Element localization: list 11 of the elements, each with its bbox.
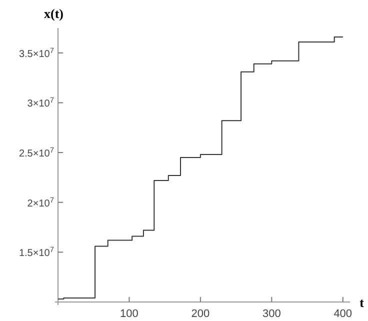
y-tick-label: 1.5×10$^{7}$ <box>18 244 54 260</box>
y-tick-label: 3×10$^{7}$ <box>27 95 54 110</box>
y-tick-label: 3.5×10$^{7}$ <box>18 45 54 60</box>
x-tick-label: 200 <box>191 308 210 320</box>
x-axis-title: t <box>360 295 365 310</box>
y-tick-label: 2.5×10$^{7}$ <box>18 145 54 160</box>
y-axis-title: x(t) <box>44 6 64 21</box>
x-tick-label: 400 <box>334 308 352 320</box>
x-tick-label: 100 <box>120 308 138 320</box>
y-tick-label: 2×10$^{7}$ <box>27 194 54 210</box>
x-tick-label: 300 <box>262 308 281 320</box>
